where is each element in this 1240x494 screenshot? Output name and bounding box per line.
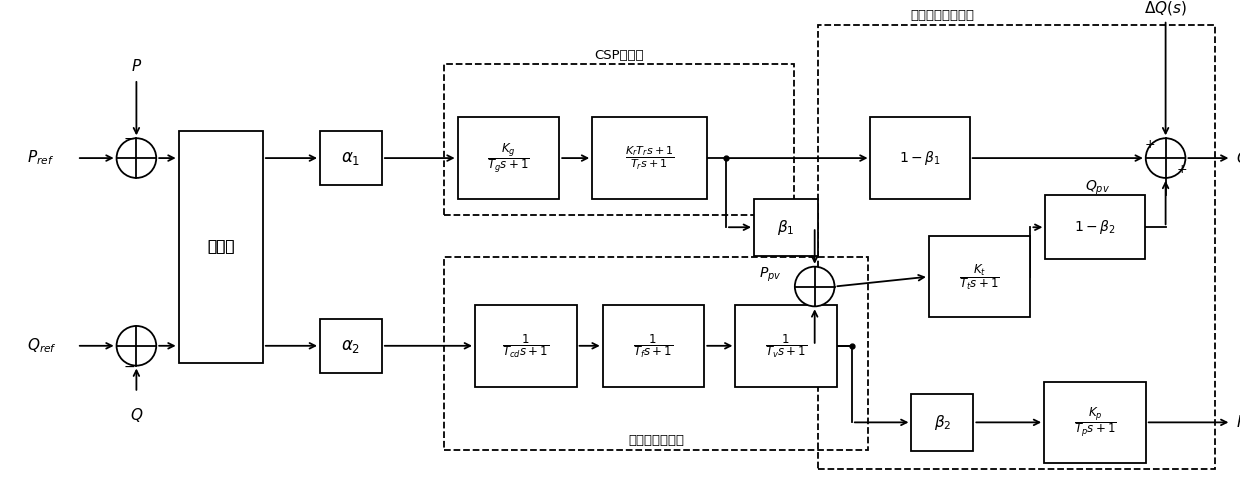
Text: $\dfrac{K_r T_r s+1}{T_r s+1}$: $\dfrac{K_r T_r s+1}{T_r s+1}$ — [625, 145, 675, 171]
Bar — [1044, 382, 1146, 463]
Text: $\dfrac{1}{T_f s+1}$: $\dfrac{1}{T_f s+1}$ — [634, 332, 673, 360]
Text: $Q$: $Q$ — [1236, 149, 1240, 167]
Text: 控制器: 控制器 — [207, 240, 234, 254]
Text: $Q_{ref}$: $Q_{ref}$ — [27, 336, 57, 355]
Text: 燃气轮机子系统: 燃气轮机子系统 — [627, 434, 684, 447]
Text: $+$: $+$ — [1176, 164, 1188, 176]
Text: 控制器: 控制器 — [207, 240, 234, 254]
Bar — [475, 305, 577, 387]
Bar — [320, 131, 382, 185]
Bar — [911, 394, 973, 451]
Text: $-$: $-$ — [123, 359, 135, 372]
Bar — [870, 117, 970, 199]
Ellipse shape — [117, 138, 156, 178]
Bar — [754, 199, 818, 256]
Text: $\dfrac{1}{T_{cd} s+1}$: $\dfrac{1}{T_{cd} s+1}$ — [502, 332, 549, 360]
Bar — [458, 117, 559, 199]
Text: 余热锅炉及汽轮机: 余热锅炉及汽轮机 — [910, 9, 975, 22]
Text: $P$: $P$ — [1236, 414, 1240, 430]
Bar — [444, 257, 868, 450]
Text: $-$: $-$ — [123, 131, 135, 145]
Text: $\dfrac{K_p}{T_p s+1}$: $\dfrac{K_p}{T_p s+1}$ — [1074, 406, 1116, 439]
Bar — [818, 25, 1215, 469]
Text: $\alpha_2$: $\alpha_2$ — [341, 337, 361, 355]
Text: $Q_{pv}$: $Q_{pv}$ — [1085, 179, 1110, 197]
Bar — [444, 64, 794, 215]
Text: $\dfrac{K_t}{T_t s+1}$: $\dfrac{K_t}{T_t s+1}$ — [960, 262, 999, 291]
Ellipse shape — [795, 267, 835, 306]
Text: $\dfrac{K_g}{T_g s+1}$: $\dfrac{K_g}{T_g s+1}$ — [487, 141, 529, 175]
Bar — [593, 117, 707, 199]
Text: $\dfrac{1}{T_v s+1}$: $\dfrac{1}{T_v s+1}$ — [765, 332, 807, 360]
Bar — [929, 236, 1030, 318]
Ellipse shape — [117, 326, 156, 366]
Text: $P$: $P$ — [130, 58, 143, 74]
Text: $\beta_2$: $\beta_2$ — [934, 413, 951, 432]
Bar — [179, 131, 263, 363]
Bar — [603, 305, 704, 387]
Ellipse shape — [1146, 138, 1185, 178]
Text: $\Delta Q(s)$: $\Delta Q(s)$ — [1145, 0, 1187, 17]
Text: $Q$: $Q$ — [130, 406, 143, 424]
Text: $\beta_1$: $\beta_1$ — [777, 218, 795, 237]
Text: $1-\beta_2$: $1-\beta_2$ — [1074, 218, 1116, 236]
Text: $+$: $+$ — [1143, 138, 1156, 151]
Text: $P_{pv}$: $P_{pv}$ — [759, 266, 781, 284]
Bar — [1045, 195, 1145, 259]
Text: $1-\beta_1$: $1-\beta_1$ — [899, 149, 941, 167]
Bar — [735, 305, 837, 387]
Bar — [320, 319, 382, 373]
Text: $\alpha_1$: $\alpha_1$ — [341, 149, 361, 167]
Text: CSP子系统: CSP子系统 — [594, 49, 644, 62]
Text: $P_{ref}$: $P_{ref}$ — [27, 149, 55, 167]
